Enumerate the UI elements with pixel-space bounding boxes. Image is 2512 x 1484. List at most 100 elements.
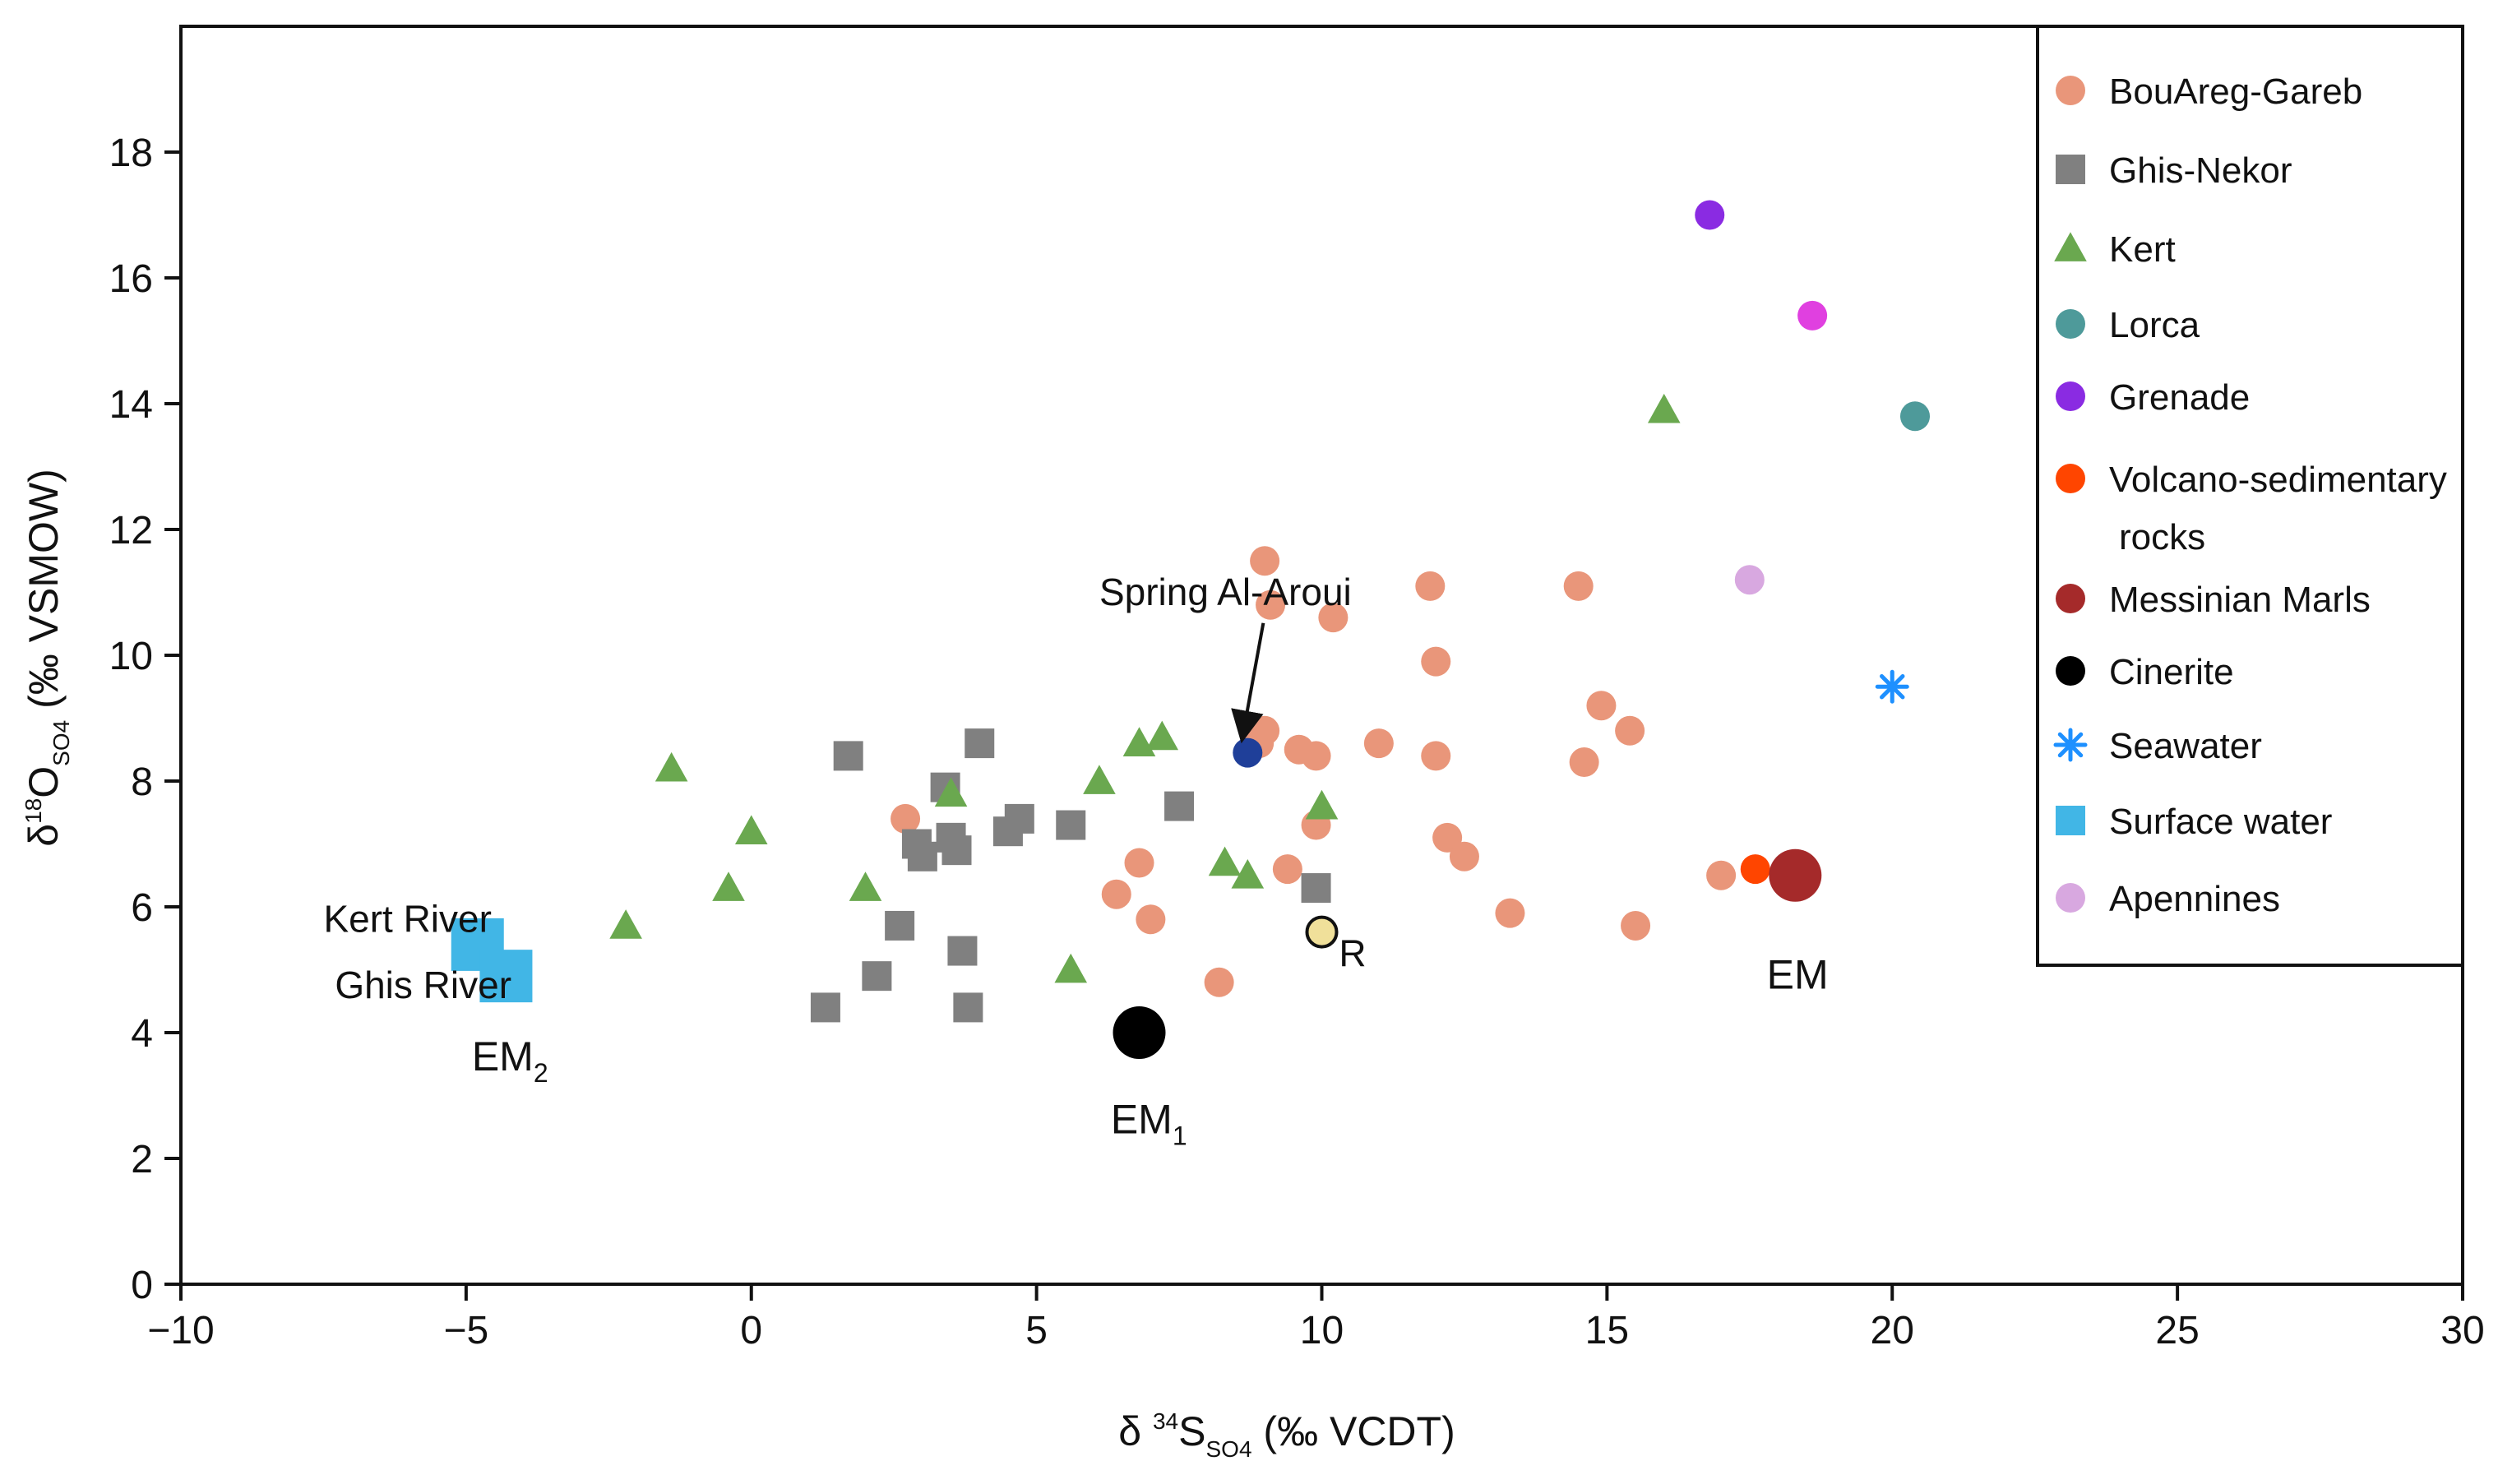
legend-marker-surface-water <box>2056 806 2085 835</box>
annotations: Spring Al-Aroui Kert River Ghis River EM2 EM… <box>323 571 1828 1151</box>
x-tick-label: 0 <box>740 1309 762 1352</box>
point-bouareg-gareb <box>1495 898 1525 928</box>
legend-marker-seawater <box>2053 728 2088 762</box>
legend-label-volcano-sedimentary: Volcano-sedimentary <box>2109 460 2447 500</box>
annotation-em: EM <box>1767 951 1829 997</box>
point-bouareg-gareb <box>1204 967 1234 997</box>
point-ghis-nekor <box>907 841 937 871</box>
point-kert <box>1054 953 1088 983</box>
point-bouareg-gareb <box>1363 728 1394 759</box>
y-tick-label: 4 <box>131 1012 153 1056</box>
point-spring-al-aroui <box>1233 737 1263 768</box>
x-axis-title: δ 34SSO4 (‰ VCDT) <box>1118 1408 1455 1462</box>
legend-label-kert: Kert <box>2109 229 2176 270</box>
x-tick-label: 5 <box>1025 1309 1048 1352</box>
legend-marker-cinerite <box>2056 656 2085 686</box>
point-lorca <box>1900 401 1930 432</box>
legend-items: BouAreg-Gareb Ghis-Nekor Kert Lorca Grenade V… <box>2053 72 2447 919</box>
legend-marker-volcano-sedimentary <box>2056 464 2085 493</box>
point-volcano-sedimentary-rocks <box>1740 854 1770 885</box>
point-ghis-nekor <box>1004 803 1034 834</box>
point-kert <box>609 909 642 939</box>
x-title-main: δ <box>1118 1408 1153 1454</box>
point-bouareg-gareb <box>1318 603 1349 633</box>
point-bouareg-gareb <box>1136 904 1166 935</box>
point-messinian-marls <box>1769 848 1822 902</box>
point-bouareg-gareb <box>1421 741 1451 771</box>
annotation-arrow <box>1231 622 1265 744</box>
legend-marker-kert <box>2054 232 2087 261</box>
legend-marker-apennines <box>2056 883 2085 913</box>
legend-marker-messinian-marls <box>2056 584 2085 613</box>
y-title-sub: SO4 <box>49 720 74 766</box>
legend-label-apennines: Apennines <box>2109 879 2280 919</box>
point-bouareg-gareb <box>891 803 921 834</box>
axis-ticks: −10 −5 0 5 10 15 20 25 30 0 2 4 6 8 10 12 14 16 18 <box>109 132 2485 1352</box>
point-ghis-nekor <box>885 910 915 941</box>
legend-label-bouareg-gareb: BouAreg-Gareb <box>2109 72 2362 112</box>
y-tick-label: 2 <box>131 1138 153 1181</box>
y-title-main: δ <box>21 824 67 847</box>
point-bouareg-gareb <box>1621 910 1651 941</box>
point-bouareg-gareb <box>1432 822 1463 853</box>
legend-label-surface-water: Surface water <box>2109 802 2332 842</box>
point-ghis-nekor <box>1301 873 1331 904</box>
point-kert <box>734 815 768 845</box>
y-tick-label: 18 <box>109 132 153 175</box>
point-kert <box>1083 765 1116 794</box>
point-kert <box>1208 846 1242 876</box>
y-title-sup: 18 <box>21 798 46 824</box>
y-tick-label: 10 <box>109 635 153 678</box>
point-bouareg-gareb <box>1563 571 1594 601</box>
y-tick-label: 8 <box>131 760 153 804</box>
point-bouareg-gareb <box>1449 841 1479 871</box>
legend-label-grenade: Grenade <box>2109 377 2250 418</box>
legend-label-messinian-marls: Messinian Marls <box>2109 580 2371 620</box>
legend-label-lorca: Lorca <box>2109 305 2200 345</box>
y-axis-title: δ18OSO4 (‰ VSMOW) <box>21 469 74 846</box>
point-kert <box>1647 393 1681 423</box>
legend-label-ghis-nekor: Ghis-Nekor <box>2109 150 2292 191</box>
annotation-ghis-river: Ghis River <box>335 964 511 1006</box>
annotation-em2: EM2 <box>472 1033 548 1088</box>
legend-marker-lorca <box>2056 309 2085 339</box>
point-seawater <box>1875 669 1909 704</box>
point-bouareg-gareb <box>1706 860 1737 890</box>
annotation-spring: Spring Al-Aroui <box>1099 571 1352 613</box>
x-tick-label: 20 <box>1871 1309 1914 1352</box>
legend <box>2036 25 2464 967</box>
annotation-r: R <box>1339 932 1366 975</box>
x-tick-label: 10 <box>1300 1309 1344 1352</box>
data-points <box>451 200 1930 1059</box>
point-bouareg-gareb <box>1586 691 1617 721</box>
point-bouareg-gareb <box>1615 715 1645 746</box>
point-ghis-nekor <box>953 992 983 1023</box>
point-ghis-nekor <box>833 741 863 771</box>
y-tick-label: 14 <box>109 383 153 427</box>
point-ghis-nekor <box>862 961 892 992</box>
point-kert <box>655 751 688 782</box>
y-title-letter: O <box>21 766 67 798</box>
point-ghis-nekor <box>941 835 972 866</box>
x-title-tail: (‰ VCDT) <box>1252 1408 1455 1454</box>
point-magenta-point <box>1797 300 1828 331</box>
x-tick-label: 15 <box>1585 1309 1629 1352</box>
legend-marker-ghis-nekor <box>2056 155 2085 184</box>
x-tick-label: −10 <box>147 1309 214 1352</box>
point-bouareg-gareb <box>1101 879 1131 909</box>
y-tick-label: 6 <box>131 886 153 930</box>
legend-label-cinerite: Cinerite <box>2109 652 2234 692</box>
point-surface-water <box>479 950 533 1003</box>
x-title-letter: S <box>1178 1408 1205 1454</box>
y-tick-label: 12 <box>109 509 153 552</box>
point-kert <box>1145 720 1179 751</box>
point-ghis-nekor <box>965 728 995 759</box>
legend-label-volcano-sedimentary-line2: rocks <box>2119 517 2205 557</box>
point-grenade <box>1695 200 1725 230</box>
legend-marker-grenade <box>2056 381 2085 411</box>
x-title-sup: 34 <box>1153 1408 1178 1434</box>
x-tick-label: 25 <box>2155 1309 2199 1352</box>
point-bouareg-gareb <box>1301 741 1331 771</box>
x-title-sub: SO4 <box>1206 1436 1252 1462</box>
